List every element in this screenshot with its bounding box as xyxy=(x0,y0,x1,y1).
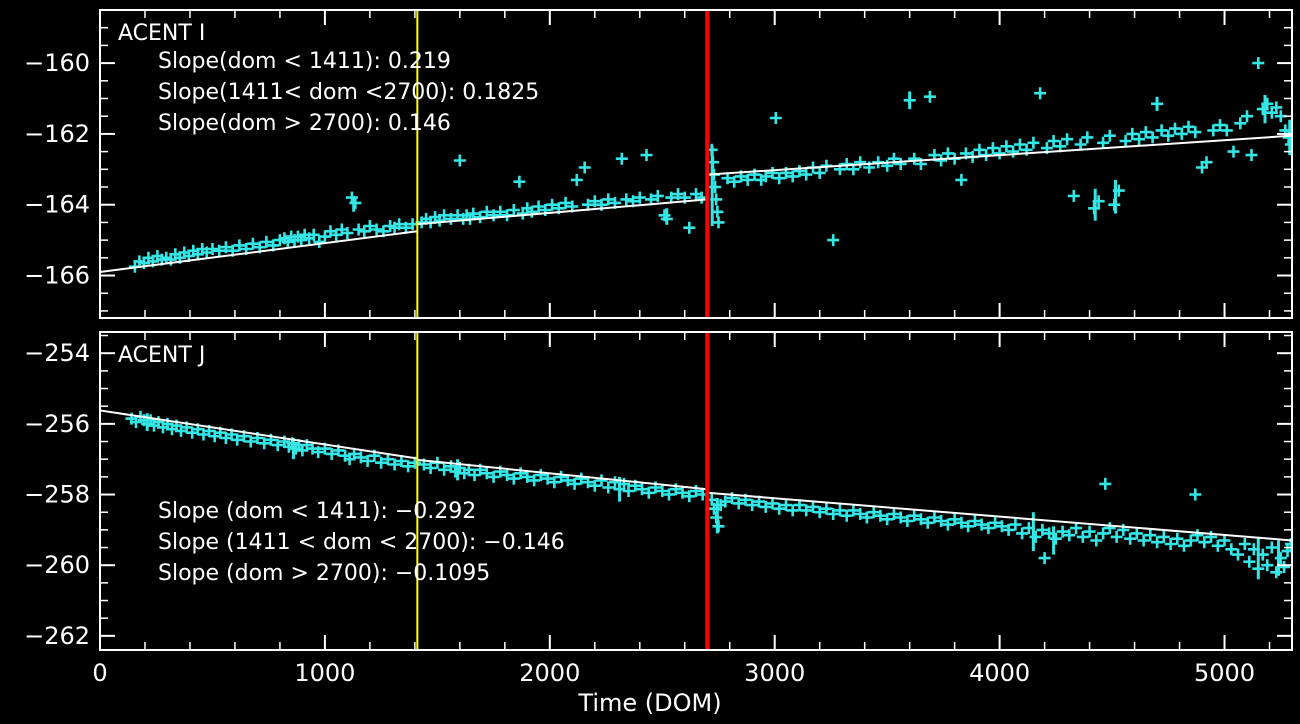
x-axis-title: Time (DOM) xyxy=(578,689,722,717)
panel-i-title: ACENT I xyxy=(118,21,206,46)
panel-i-slope-annotation-2: Slope(1411< dom <2700): 0.1825 xyxy=(158,80,540,105)
panel-i-slope-annotation-3: Slope(dom > 2700): 0.146 xyxy=(158,111,451,136)
svg-text:−160: −160 xyxy=(24,49,90,77)
svg-text:−258: −258 xyxy=(24,481,90,509)
svg-text:−166: −166 xyxy=(24,262,90,290)
svg-text:−162: −162 xyxy=(24,120,90,148)
panel-j-slope-annotation-3: Slope (dom > 2700): −0.1095 xyxy=(158,561,491,586)
svg-text:−164: −164 xyxy=(24,191,90,219)
svg-text:−262: −262 xyxy=(24,622,90,650)
panel-j-slope-annotation-2: Slope (1411 < dom < 2700): −0.146 xyxy=(158,530,565,555)
panel-i-slope-annotation-1: Slope(dom < 1411): 0.219 xyxy=(158,49,451,74)
svg-text:−254: −254 xyxy=(24,339,90,367)
svg-text:−260: −260 xyxy=(24,551,90,579)
panel-j-title: ACENT J xyxy=(118,343,206,368)
panel-j-slope-annotation-1: Slope (dom < 1411): −0.292 xyxy=(158,499,477,524)
svg-text:1000: 1000 xyxy=(294,659,355,687)
svg-text:3000: 3000 xyxy=(744,659,805,687)
svg-text:2000: 2000 xyxy=(519,659,580,687)
svg-text:−256: −256 xyxy=(24,410,90,438)
svg-text:0: 0 xyxy=(92,659,107,687)
svg-text:4000: 4000 xyxy=(969,659,1030,687)
svg-text:5000: 5000 xyxy=(1194,659,1255,687)
